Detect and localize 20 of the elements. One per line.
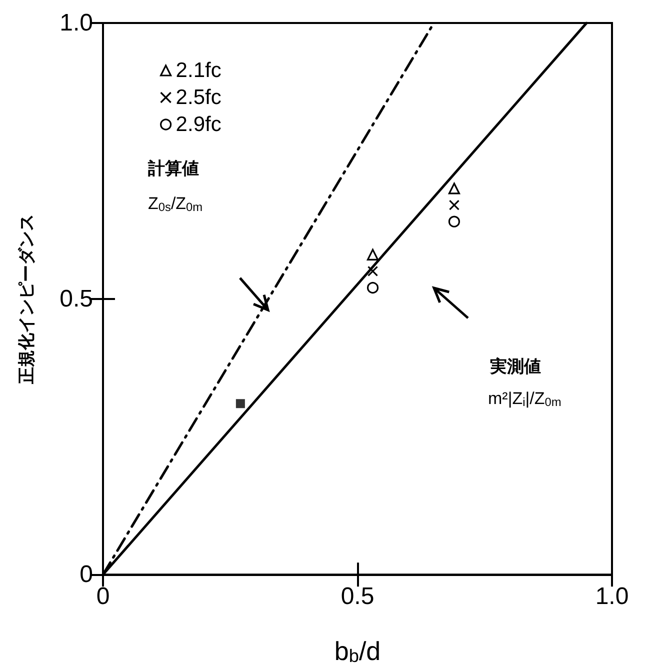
point (236, 399, 245, 408)
point (366, 282, 379, 294)
point (448, 216, 460, 228)
point (448, 200, 460, 210)
annotation: 実測値 (489, 357, 541, 376)
x-tick-label: 0 (96, 583, 110, 610)
x-tick-label: 0.5 (340, 583, 374, 610)
x-axis-title: bb/d (334, 636, 381, 666)
y-axis-title: 正規化インピーダンス (17, 214, 36, 385)
y-tick-label: 1.0 (60, 10, 93, 36)
point (366, 248, 379, 260)
point (367, 266, 378, 277)
point (448, 182, 460, 194)
legend-label: 2.5fc (176, 86, 222, 109)
x-tick-label: 1.0 (595, 583, 629, 610)
legend-label: 2.9fc (176, 113, 222, 136)
y-tick-label: 0 (80, 561, 93, 588)
y-tick-label: 0.5 (60, 285, 93, 312)
legend-label: 2.1fc (176, 59, 222, 82)
annotation: 計算値 (147, 159, 199, 178)
